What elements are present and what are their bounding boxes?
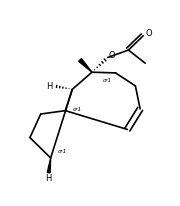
Text: or1: or1 bbox=[103, 77, 112, 82]
Polygon shape bbox=[47, 158, 51, 173]
Text: O: O bbox=[109, 50, 115, 60]
Text: H: H bbox=[46, 174, 52, 183]
Text: H: H bbox=[46, 82, 52, 91]
Polygon shape bbox=[79, 59, 92, 73]
Text: O: O bbox=[145, 29, 152, 38]
Text: or1: or1 bbox=[73, 107, 82, 112]
Text: or1: or1 bbox=[58, 149, 67, 154]
